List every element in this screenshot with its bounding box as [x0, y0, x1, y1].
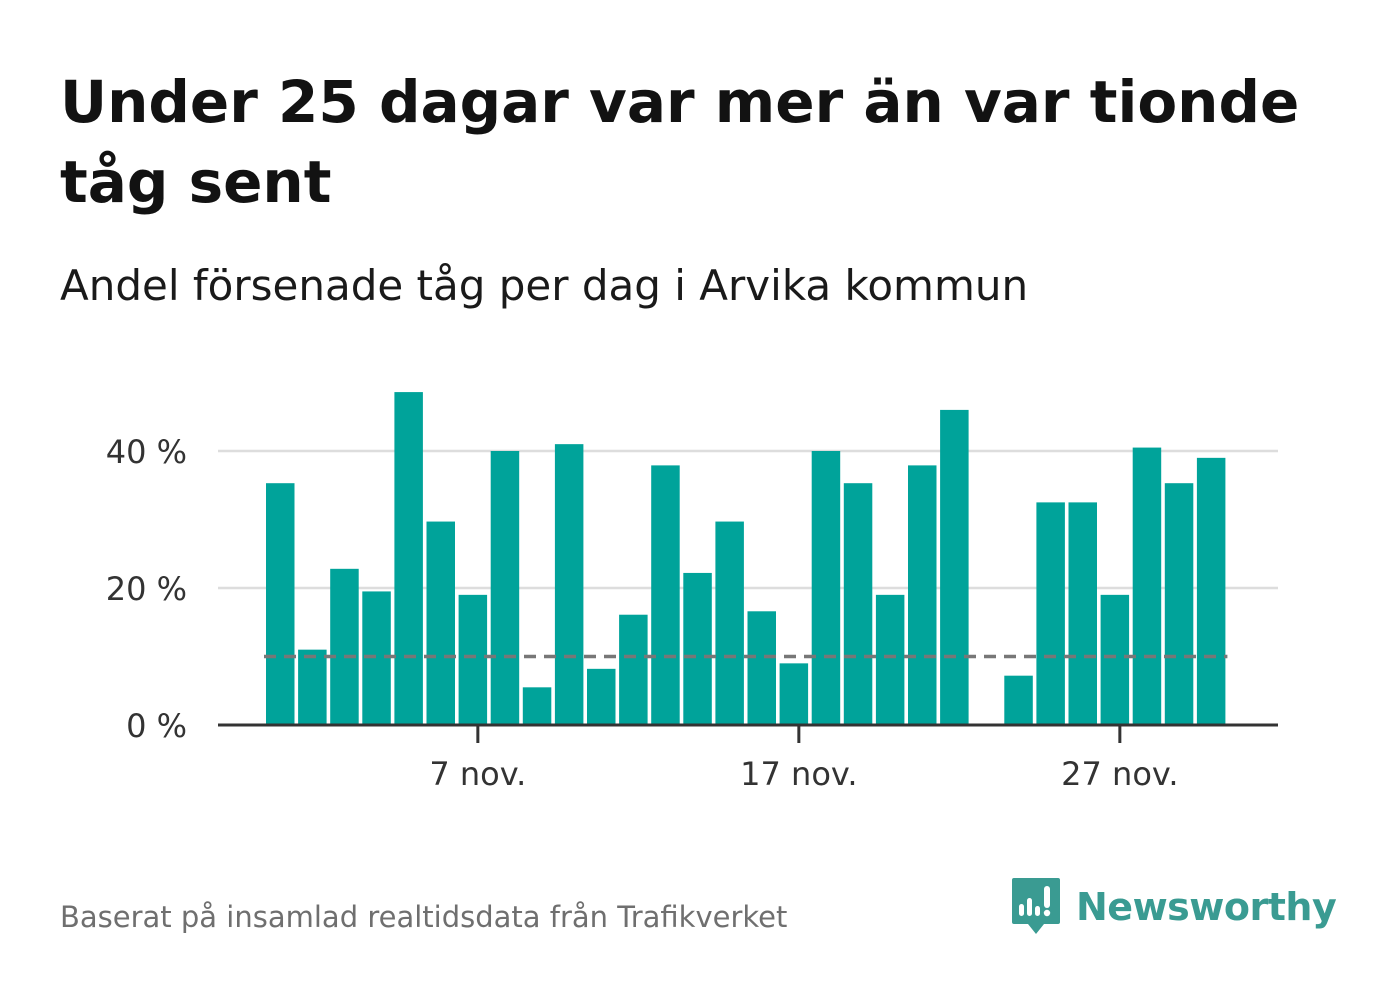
bar-nov-29	[1164, 483, 1194, 725]
bar-nov-15	[715, 521, 744, 725]
bar-nov-11	[587, 668, 616, 725]
chart-subtitle: Andel försenade tåg per dag i Arvika kom…	[60, 261, 1029, 310]
x-tick-label: 27 nov.	[1061, 755, 1178, 793]
bar-nov-2	[298, 649, 327, 725]
bar-nov-27	[1100, 594, 1130, 725]
y-tick-label: 40 %	[106, 433, 187, 471]
bar-nov-3	[330, 568, 359, 725]
bar-nov-25	[1036, 502, 1065, 725]
x-tick-label: 7 nov.	[429, 755, 526, 793]
bar-chart-speech-bubble-icon	[1012, 878, 1060, 934]
y-tick-label: 20 %	[106, 570, 187, 608]
bar-nov-12	[619, 614, 648, 725]
bar-nov-13	[651, 465, 680, 725]
bar-nov-7	[458, 594, 488, 725]
bar-nov-26	[1068, 502, 1097, 725]
bar-nov-21	[908, 465, 937, 725]
bar-nov-1	[266, 483, 295, 725]
brand-logo: Newsworthy	[1010, 876, 1337, 938]
bar-nov-28	[1132, 447, 1162, 725]
bar-chart: 0 % 20 % 40 % 7 nov. 17 nov. 27 nov.	[106, 392, 1278, 793]
bar-nov-8	[490, 451, 520, 725]
bar-nov-18	[811, 451, 841, 725]
chart-title: Under 25 dagar var mer än var tionde tåg…	[60, 68, 1300, 216]
bar-nov-22	[940, 409, 969, 725]
bar-nov-9	[522, 687, 552, 725]
y-tick-label: 0 %	[126, 707, 187, 745]
bar-nov-16	[747, 611, 776, 725]
bar-nov-19	[843, 483, 873, 725]
bar-nov-20	[875, 594, 905, 725]
bar-nov-17	[779, 663, 809, 725]
bar-nov-14	[683, 572, 712, 725]
bar-nov-6	[426, 521, 455, 725]
bar-nov-24	[1004, 675, 1033, 725]
bar-nov-30	[1196, 457, 1226, 725]
x-tick-label: 17 nov.	[740, 755, 857, 793]
bar-nov-10	[554, 444, 584, 725]
brand-name: Newsworthy	[1076, 885, 1337, 929]
source-note: Baserat på insamlad realtidsdata från Tr…	[60, 900, 788, 934]
bar-nov-5	[394, 392, 423, 725]
